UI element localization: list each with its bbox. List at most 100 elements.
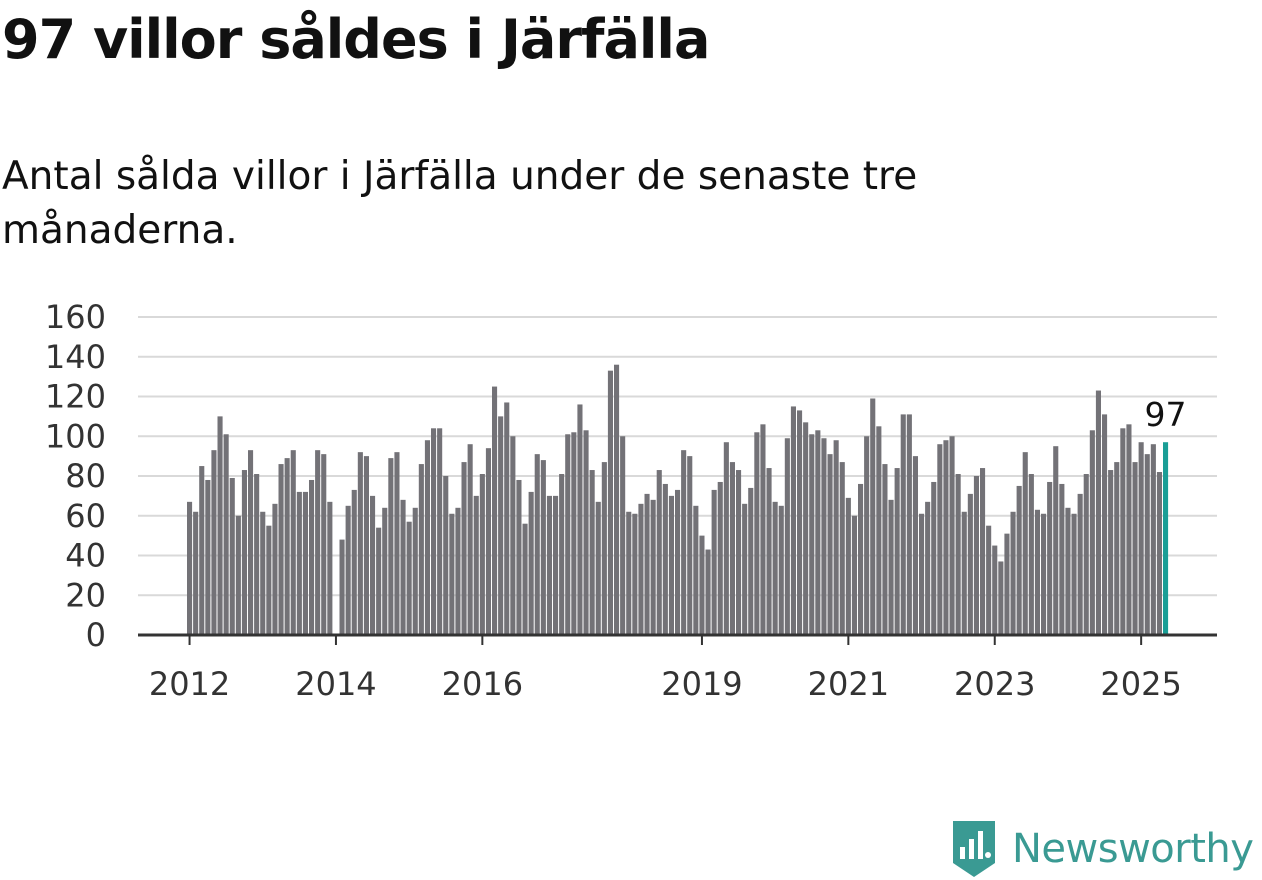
- bar: [864, 436, 870, 635]
- bar: [967, 493, 973, 635]
- y-tick-label: 40: [65, 537, 106, 575]
- bar: [668, 495, 674, 635]
- bar: [229, 477, 235, 635]
- x-tick-label: 2016: [442, 665, 523, 703]
- bar: [742, 503, 748, 635]
- bar: [1083, 474, 1089, 635]
- bar: [1016, 485, 1022, 635]
- bar: [187, 501, 193, 635]
- bar: [943, 440, 949, 635]
- bar: [400, 499, 406, 635]
- bar: [1053, 446, 1059, 635]
- bar: [736, 470, 742, 635]
- bar: [473, 495, 479, 635]
- bar: [1022, 452, 1028, 635]
- bar: [626, 511, 632, 635]
- bar: [546, 495, 552, 635]
- bar: [906, 414, 912, 635]
- bar: [986, 525, 992, 635]
- bar: [437, 428, 443, 635]
- bar: [540, 460, 546, 635]
- bar: [363, 456, 369, 635]
- bar: [424, 440, 430, 635]
- bar: [821, 438, 827, 635]
- bar: [607, 370, 613, 635]
- y-tick-label: 120: [45, 378, 106, 416]
- y-tick-label: 60: [65, 497, 106, 535]
- bar: [394, 452, 400, 635]
- bar: [1150, 444, 1156, 635]
- bar: [388, 458, 394, 635]
- bar: [900, 414, 906, 635]
- y-tick-label: 100: [45, 417, 106, 455]
- newsworthy-logo: Newsworthy: [950, 818, 1254, 880]
- bar: [851, 515, 857, 635]
- bar: [827, 454, 833, 635]
- bar: [784, 438, 790, 635]
- bar: [644, 493, 650, 635]
- bar: [1132, 462, 1138, 635]
- bar: [1041, 513, 1047, 635]
- bar: [699, 535, 705, 635]
- bar: [656, 470, 662, 635]
- bar: [516, 479, 522, 635]
- bar: [876, 426, 882, 635]
- bar: [1028, 474, 1034, 635]
- bar: [498, 416, 504, 635]
- bar: [370, 495, 376, 635]
- bar: [1059, 483, 1065, 635]
- bar: [760, 424, 766, 635]
- bar: [1065, 507, 1071, 635]
- bar: [1144, 454, 1150, 635]
- bar: [479, 474, 485, 635]
- bar: [565, 434, 571, 635]
- bar: [315, 450, 321, 635]
- bar: [589, 470, 595, 635]
- bar: [815, 430, 821, 635]
- bar: [614, 364, 620, 635]
- bar: [534, 454, 540, 635]
- bar: [1095, 390, 1101, 635]
- bar: [790, 406, 796, 635]
- bar-highlight: [1163, 442, 1169, 635]
- bar: [522, 523, 528, 635]
- newsworthy-logo-icon: [953, 821, 995, 877]
- bar: [443, 476, 449, 635]
- bar: [199, 466, 205, 635]
- bar: [290, 450, 296, 635]
- bar: [223, 434, 229, 635]
- bar: [248, 450, 254, 635]
- bar: [241, 470, 247, 635]
- bar: [193, 511, 199, 635]
- bar: [1010, 511, 1016, 635]
- bar: [687, 456, 693, 635]
- bar: [266, 525, 272, 635]
- bar: [723, 442, 729, 635]
- bar: [638, 503, 644, 635]
- bar: [839, 462, 845, 635]
- bar: [504, 402, 510, 635]
- bar: [882, 464, 888, 635]
- bar: [510, 436, 516, 635]
- data-labels: 97: [1145, 395, 1187, 434]
- bar: [461, 462, 467, 635]
- bar: [919, 513, 925, 635]
- bar: [601, 462, 607, 635]
- bar: [1034, 509, 1040, 635]
- bar: [211, 450, 217, 635]
- bar: [797, 410, 803, 635]
- y-tick-label: 140: [45, 338, 106, 376]
- bar: [754, 432, 760, 635]
- bar: [321, 454, 327, 635]
- bar: [406, 521, 412, 635]
- bar: [235, 515, 241, 635]
- x-tick-label: 2021: [808, 665, 889, 703]
- bar: [485, 448, 491, 635]
- bar: [888, 499, 894, 635]
- bar: [955, 474, 961, 635]
- bar: [1071, 513, 1077, 635]
- bar: [467, 444, 473, 635]
- bar: [296, 491, 302, 635]
- bar: [217, 416, 223, 635]
